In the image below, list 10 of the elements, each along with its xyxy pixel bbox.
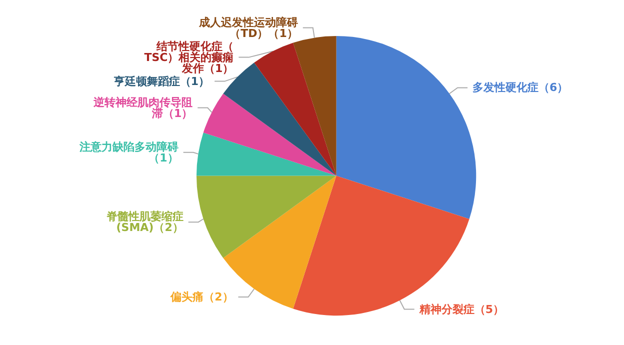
slice-label: 逆转神经肌肉传导阻滞（1） <box>92 96 193 120</box>
slice-label: 偏头痛（2） <box>170 290 234 304</box>
slice-label: 脊髓性肌萎缩症(SMA)（2） <box>106 210 184 234</box>
slice-label: 注意力缺陷多动障碍 <box>78 140 178 154</box>
slice-label: 多发性硬化症（6） <box>472 81 568 94</box>
slice-label: 成人迟发性运动障碍（TD）（1） <box>198 16 298 40</box>
slice-label: 结节性硬化症（TSC）相关的癫痫发作（1） <box>144 40 234 75</box>
slice-label: 精神分裂症（5） <box>418 302 504 316</box>
data-label: （1） <box>148 151 178 164</box>
slice-label: 亨廷顿舞蹈症（1） <box>112 74 210 88</box>
